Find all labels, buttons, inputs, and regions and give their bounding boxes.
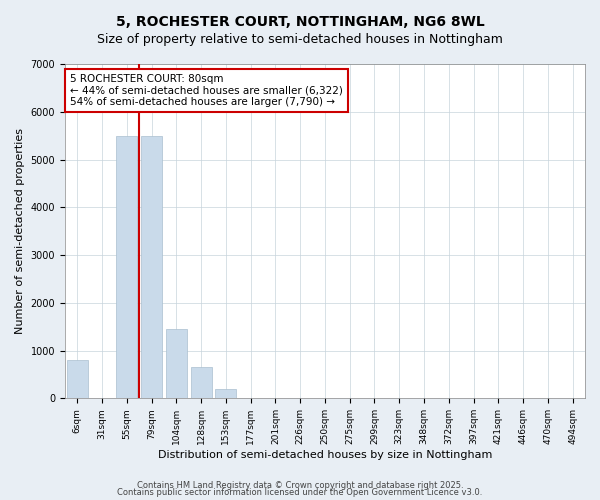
Text: Contains public sector information licensed under the Open Government Licence v3: Contains public sector information licen… [118, 488, 482, 497]
Bar [215, 389, 236, 398]
Y-axis label: Number of semi-detached properties: Number of semi-detached properties [15, 128, 25, 334]
Text: Size of property relative to semi-detached houses in Nottingham: Size of property relative to semi-detach… [97, 32, 503, 46]
Bar [141, 136, 162, 398]
Bar [166, 329, 187, 398]
Bar [116, 136, 137, 398]
Text: Contains HM Land Registry data © Crown copyright and database right 2025.: Contains HM Land Registry data © Crown c… [137, 480, 463, 490]
Text: 5 ROCHESTER COURT: 80sqm
← 44% of semi-detached houses are smaller (6,322)
54% o: 5 ROCHESTER COURT: 80sqm ← 44% of semi-d… [70, 74, 343, 107]
Text: 5, ROCHESTER COURT, NOTTINGHAM, NG6 8WL: 5, ROCHESTER COURT, NOTTINGHAM, NG6 8WL [116, 15, 484, 29]
Bar [191, 368, 212, 398]
Bar [67, 360, 88, 399]
X-axis label: Distribution of semi-detached houses by size in Nottingham: Distribution of semi-detached houses by … [158, 450, 492, 460]
